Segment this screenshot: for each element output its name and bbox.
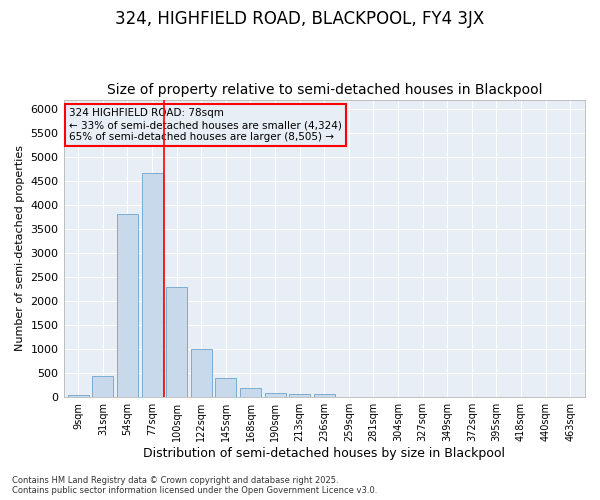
Bar xyxy=(215,378,236,397)
X-axis label: Distribution of semi-detached houses by size in Blackpool: Distribution of semi-detached houses by … xyxy=(143,447,505,460)
Bar xyxy=(117,214,138,397)
Text: Contains HM Land Registry data © Crown copyright and database right 2025.
Contai: Contains HM Land Registry data © Crown c… xyxy=(12,476,377,495)
Bar xyxy=(92,376,113,397)
Y-axis label: Number of semi-detached properties: Number of semi-detached properties xyxy=(15,146,25,352)
Bar xyxy=(191,349,212,397)
Bar xyxy=(314,394,335,397)
Text: 324, HIGHFIELD ROAD, BLACKPOOL, FY4 3JX: 324, HIGHFIELD ROAD, BLACKPOOL, FY4 3JX xyxy=(115,10,485,28)
Bar xyxy=(240,388,261,397)
Bar xyxy=(166,287,187,397)
Text: 324 HIGHFIELD ROAD: 78sqm
← 33% of semi-detached houses are smaller (4,324)
65% : 324 HIGHFIELD ROAD: 78sqm ← 33% of semi-… xyxy=(69,108,341,142)
Bar xyxy=(68,394,89,397)
Bar xyxy=(265,393,286,397)
Bar xyxy=(142,172,163,397)
Title: Size of property relative to semi-detached houses in Blackpool: Size of property relative to semi-detach… xyxy=(107,83,542,97)
Bar xyxy=(289,394,310,397)
